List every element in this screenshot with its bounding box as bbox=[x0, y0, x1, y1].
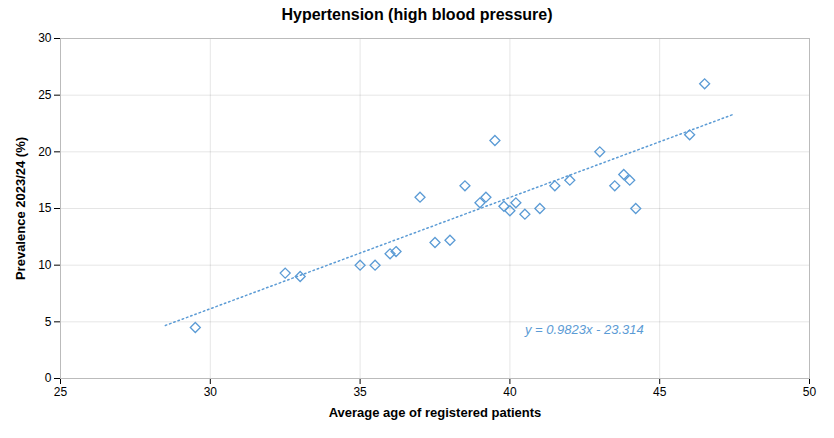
svg-text:50: 50 bbox=[803, 385, 817, 399]
svg-text:Average age of registered pati: Average age of registered patients bbox=[329, 405, 542, 420]
svg-text:20: 20 bbox=[38, 145, 52, 159]
svg-text:15: 15 bbox=[38, 201, 52, 215]
svg-text:30: 30 bbox=[38, 31, 52, 45]
svg-text:40: 40 bbox=[503, 385, 517, 399]
svg-text:y = 0.9823x - 23.314: y = 0.9823x - 23.314 bbox=[524, 322, 644, 337]
svg-text:5: 5 bbox=[45, 315, 52, 329]
svg-text:10: 10 bbox=[38, 258, 52, 272]
svg-text:25: 25 bbox=[38, 88, 52, 102]
svg-text:25: 25 bbox=[54, 385, 68, 399]
html-text:Hypertension (high blood press: Hypertension (high blood pressure) bbox=[281, 6, 553, 23]
svg-text:Prevalence 2023/24 (%): Prevalence 2023/24 (%) bbox=[13, 137, 28, 280]
svg-text:30: 30 bbox=[204, 385, 218, 399]
svg-text:45: 45 bbox=[653, 385, 667, 399]
svg-text:0: 0 bbox=[45, 371, 52, 385]
svg-text:35: 35 bbox=[353, 385, 367, 399]
